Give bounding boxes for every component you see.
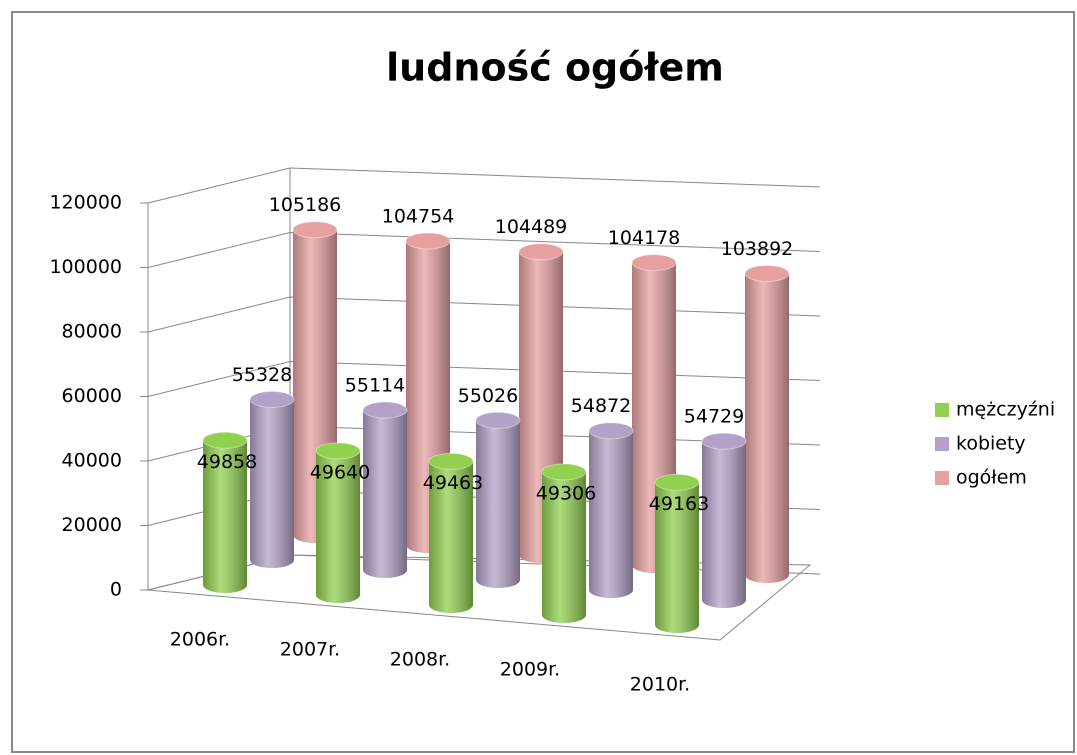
cylinder-shade [429, 461, 473, 613]
legend-swatch [935, 471, 949, 485]
cylinder [701, 432, 747, 608]
data-label: 104178 [608, 227, 681, 249]
cylinder-shade [589, 430, 633, 598]
cylinder-top [701, 432, 747, 450]
cylinder [475, 411, 521, 588]
cylinder [315, 442, 361, 603]
data-label: 49306 [536, 482, 596, 504]
data-label: 104489 [495, 216, 568, 238]
grid-line [147, 167, 821, 204]
y-tick-label: 40000 [62, 450, 122, 472]
y-tick-label: 60000 [62, 385, 122, 407]
cylinder-shade [203, 440, 247, 593]
cylinder-shade [250, 399, 294, 568]
legend-label: ogółem [956, 467, 1027, 489]
cylinder [588, 422, 634, 598]
y-tick-label: 0 [110, 579, 122, 601]
data-label: 104754 [382, 205, 455, 227]
data-label: 49858 [197, 451, 257, 473]
data-label: 55026 [458, 385, 518, 407]
cylinder-top [631, 254, 677, 272]
x-tick-label: 2009r. [500, 659, 560, 681]
cylinder [202, 431, 248, 593]
cylinder-shade [476, 420, 520, 588]
cylinder [654, 473, 700, 633]
cylinder [362, 401, 408, 578]
grid-line [147, 231, 821, 268]
cylinder-top [315, 442, 361, 460]
x-tick-label: 2008r. [390, 649, 450, 671]
data-label: 49163 [649, 493, 709, 515]
y-tick-label: 100000 [49, 256, 122, 278]
y-tick-label: 80000 [62, 321, 122, 343]
cylinder-shade [316, 450, 360, 603]
legend-label: kobiety [956, 433, 1026, 455]
data-label: 103892 [721, 238, 794, 260]
cylinder-top [744, 264, 790, 282]
cylinder-top [428, 452, 474, 470]
legend-swatch [935, 403, 949, 417]
data-label: 54729 [684, 406, 744, 428]
cylinder-top [202, 431, 248, 449]
cylinder-shade [363, 410, 407, 578]
x-tick-label: 2010r. [630, 674, 690, 696]
legend-swatch [935, 437, 949, 451]
cylinder-top [292, 221, 338, 239]
y-tick-label: 120000 [49, 192, 122, 214]
cylinder [428, 452, 474, 613]
data-label: 54872 [571, 395, 631, 417]
chart-title: ludność ogółem [386, 46, 724, 90]
data-label: 55114 [345, 375, 405, 397]
data-label: 49463 [423, 472, 483, 494]
x-tick-label: 2006r. [170, 629, 230, 651]
data-label: 49640 [310, 461, 370, 483]
y-tick-label: 20000 [62, 514, 122, 536]
cylinder-top [654, 473, 700, 491]
cylinder-top [475, 411, 521, 429]
cylinder-shade [702, 441, 746, 608]
cylinder-shade [745, 273, 789, 583]
cylinder-top [362, 401, 408, 419]
cylinder-top [588, 422, 634, 440]
cylinder [744, 264, 790, 583]
cylinder-top [518, 243, 564, 261]
data-label: 105186 [269, 194, 342, 216]
cylinder-top [541, 463, 587, 481]
legend-label: mężczyźni [956, 399, 1055, 421]
cylinder [249, 390, 295, 568]
cylinder-shade [655, 482, 699, 633]
data-label: 55328 [232, 364, 292, 386]
cylinder-top [405, 232, 451, 250]
cylinder-shade [542, 471, 586, 623]
cylinder [541, 463, 587, 623]
cylinder-top [249, 390, 295, 408]
x-tick-label: 2007r. [280, 639, 340, 661]
